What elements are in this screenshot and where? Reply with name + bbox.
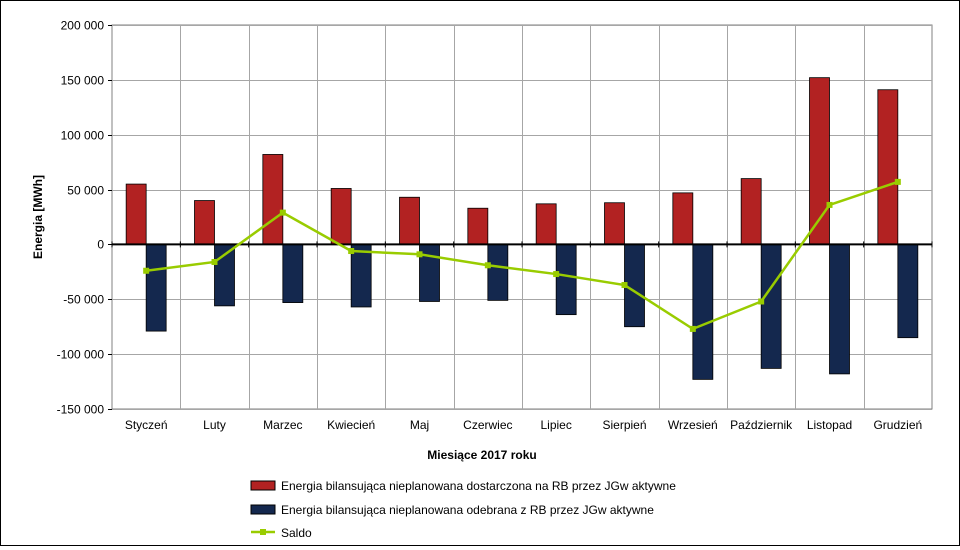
y-axis-title: Energia [MWh] — [31, 175, 45, 259]
x-tick-label: Luty — [203, 418, 226, 432]
y-tick-label: -100 000 — [57, 348, 105, 362]
point-saldo — [211, 258, 218, 265]
bar-dostarczona — [125, 183, 147, 245]
x-tick-label: Maj — [410, 418, 429, 432]
y-tick-label: -50 000 — [63, 293, 104, 307]
bar-dostarczona — [672, 192, 694, 245]
y-tick-label: 50 000 — [67, 184, 104, 198]
legend-item-saldo: Saldo — [251, 526, 312, 540]
legend-item-odebrana: Energia bilansująca nieplanowana odebran… — [250, 503, 654, 517]
x-tick-label: Październik — [730, 418, 793, 432]
bar-dostarczona — [262, 154, 284, 245]
bar-odebrana — [897, 244, 919, 339]
bar-odebrana — [829, 244, 850, 375]
bar-dostarczona — [330, 188, 352, 245]
bar-dostarczona — [740, 178, 762, 245]
legend-label-saldo: Saldo — [281, 526, 312, 540]
legend-label-odebrana: Energia bilansująca nieplanowana odebran… — [281, 503, 654, 517]
point-saldo — [143, 267, 150, 274]
bar-dostarczona — [399, 196, 420, 245]
legend-marker-saldo — [260, 529, 266, 535]
point-saldo — [484, 262, 491, 269]
bar-odebrana — [282, 244, 304, 303]
plot-area: 200 000 150 000 100 000 50 000 0 -50 000 -100 … — [57, 19, 933, 432]
legend-item-dostarczona: Energia bilansująca nieplanowana dostarc… — [250, 479, 676, 493]
bar-dostarczona — [467, 207, 489, 245]
legend-swatch-dostarczona — [250, 480, 276, 491]
y-tick-label: 150 000 — [61, 74, 105, 88]
x-tick-label: Grudzień — [873, 418, 922, 432]
point-saldo — [826, 201, 833, 208]
point-saldo — [689, 325, 696, 332]
legend-label-dostarczona: Energia bilansująca nieplanowana dostarc… — [281, 479, 676, 493]
x-tick-label: Styczeń — [125, 418, 168, 432]
point-saldo — [894, 178, 901, 185]
x-tick-label: Sierpień — [602, 418, 646, 432]
bar-dostarczona — [194, 200, 215, 245]
point-saldo — [621, 282, 628, 289]
point-saldo — [553, 271, 560, 278]
series-line-saldo — [146, 180, 899, 331]
x-tick-label: Lipiec — [540, 418, 571, 432]
y-tick-label: 0 — [97, 238, 104, 252]
bar-odebrana — [692, 244, 714, 380]
point-saldo — [758, 298, 765, 305]
bar-dostarczona — [604, 202, 625, 245]
bar-odebrana — [555, 244, 577, 316]
legend: Energia bilansująca nieplanowana dostarc… — [250, 479, 676, 540]
y-tick-label: 200 000 — [61, 19, 105, 33]
x-tick-label: Listopad — [807, 418, 852, 432]
x-tick-label: Czerwiec — [463, 418, 512, 432]
bar-odebrana — [487, 244, 509, 301]
x-tick-label: Kwiecień — [327, 418, 375, 432]
x-tick-label: Wrzesień — [668, 418, 718, 432]
bar-odebrana — [145, 244, 167, 332]
bar-dostarczona — [535, 203, 557, 245]
y-tick-label: 100 000 — [61, 129, 105, 143]
bar-dostarczona — [877, 89, 899, 245]
point-saldo — [348, 248, 355, 255]
point-saldo — [279, 209, 286, 216]
legend-swatch-odebrana — [250, 504, 276, 515]
point-saldo — [416, 251, 423, 258]
y-tick-label: -150 000 — [57, 403, 105, 417]
x-axis-title: Miesiące 2017 roku — [427, 448, 536, 462]
bar-odebrana — [760, 244, 782, 369]
x-tick-label: Marzec — [263, 418, 302, 432]
